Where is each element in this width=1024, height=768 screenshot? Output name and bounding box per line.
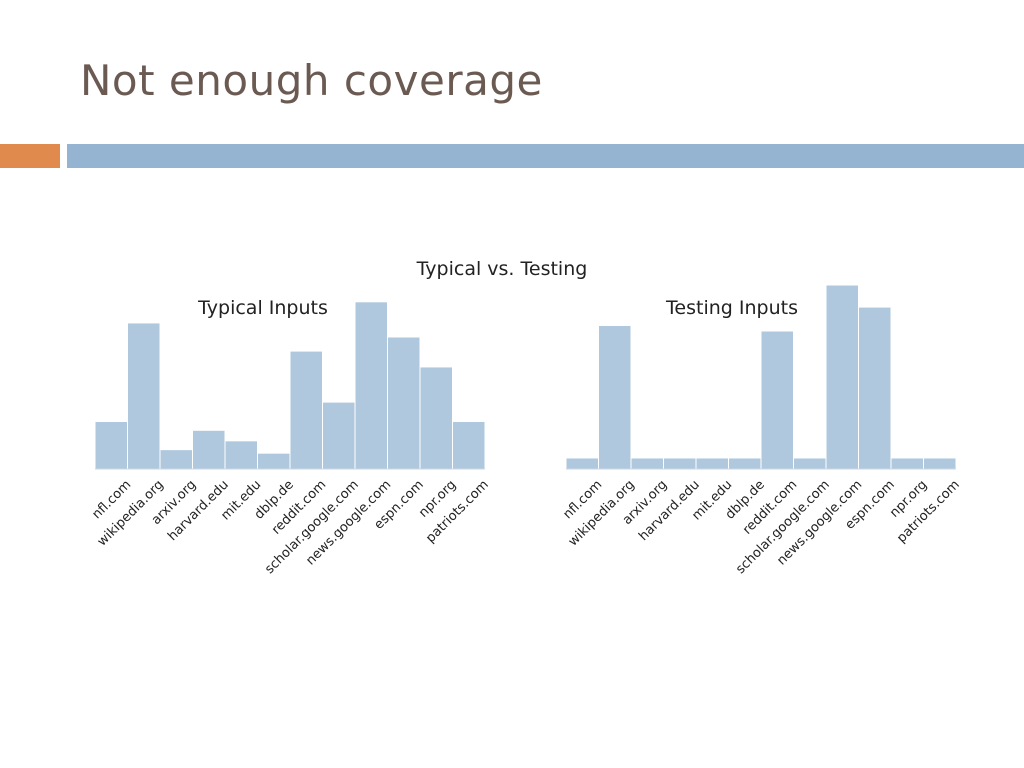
bar-patriots.com <box>923 457 957 470</box>
accent-bar-orange <box>0 144 60 168</box>
bar-arxiv.org <box>630 457 664 470</box>
bar-scholar.google.com <box>322 401 356 470</box>
bar-mit.edu <box>224 440 258 470</box>
bar-npr.org <box>419 366 453 470</box>
bar-news.google.com <box>825 284 859 470</box>
bar-scholar.google.com <box>793 457 827 470</box>
bar-espn.com <box>387 336 421 470</box>
bar-dblp.de <box>257 452 291 470</box>
bar-npr.org <box>890 457 924 470</box>
panel-testing: Testing Inputsnfl.comwikipedia.orgarxiv.… <box>561 284 963 577</box>
bar-news.google.com <box>354 301 388 470</box>
bar-nfl.com <box>565 457 599 470</box>
bar-wikipedia.org <box>127 322 161 470</box>
chart-title: Typical vs. Testing <box>416 258 588 280</box>
panel-typical: Typical Inputsnfl.comwikipedia.orgarxiv.… <box>90 297 492 577</box>
bar-mit.edu <box>695 457 729 470</box>
slide-title: Not enough coverage <box>80 56 543 105</box>
bar-nfl.com <box>94 420 128 470</box>
bar-arxiv.org <box>159 449 193 470</box>
panel-title: Testing Inputs <box>665 297 798 319</box>
bar-harvard.edu <box>192 429 226 470</box>
accent-bar-blue <box>67 144 1024 168</box>
bar-harvard.edu <box>663 457 697 470</box>
bar-espn.com <box>858 306 892 470</box>
bar-reddit.com <box>760 330 794 470</box>
panel-title: Typical Inputs <box>197 297 328 319</box>
bar-wikipedia.org <box>598 324 632 470</box>
bar-patriots.com <box>452 420 486 470</box>
bar-reddit.com <box>289 350 323 470</box>
bar-dblp.de <box>728 457 762 470</box>
